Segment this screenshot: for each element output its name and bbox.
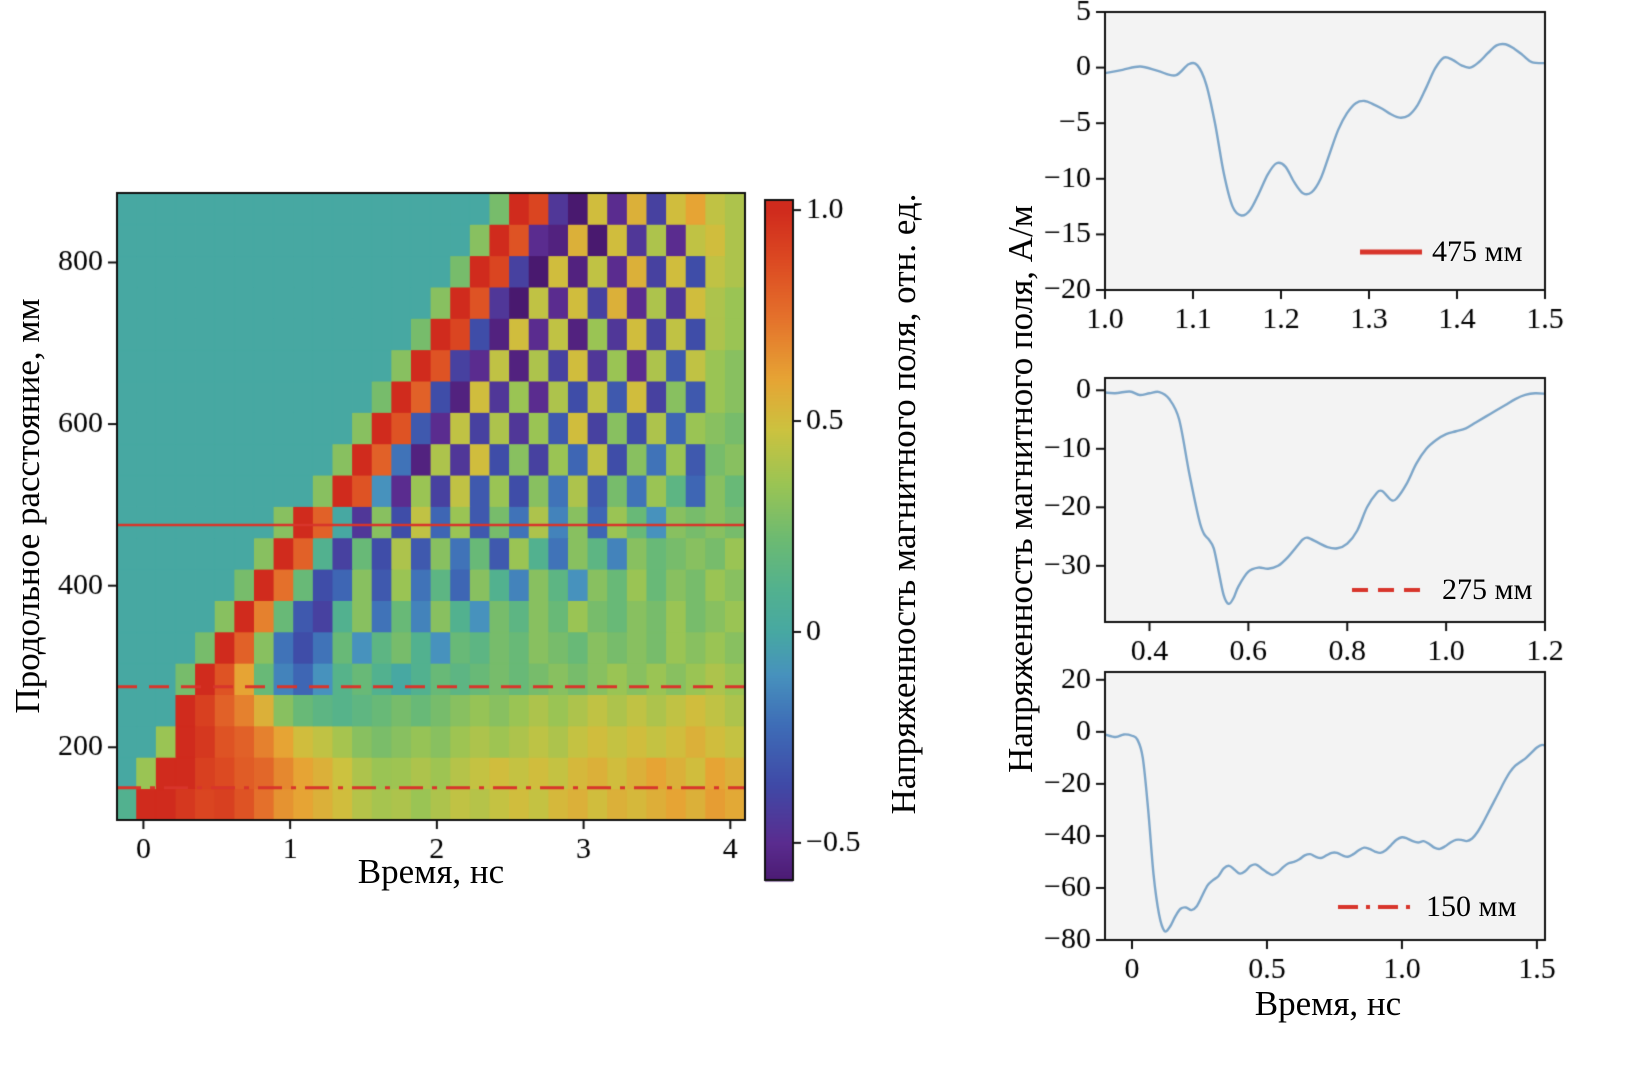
legend-label-150: 150 мм [1426, 890, 1517, 923]
right-xlabel: Время, нс [1254, 984, 1402, 1023]
right-ylabel: Напряженность магнитного поля, А/м [1001, 205, 1040, 773]
colorbar-label: Напряженность магнитного поля, отн. ед. [884, 193, 923, 815]
heatmap-ylabel: Продольное расстояние, мм [8, 298, 47, 714]
legend-label-475: 475 мм [1432, 235, 1523, 268]
heatmap-xlabel: Время, нс [357, 852, 505, 891]
legend-label-275: 275 мм [1442, 573, 1533, 606]
